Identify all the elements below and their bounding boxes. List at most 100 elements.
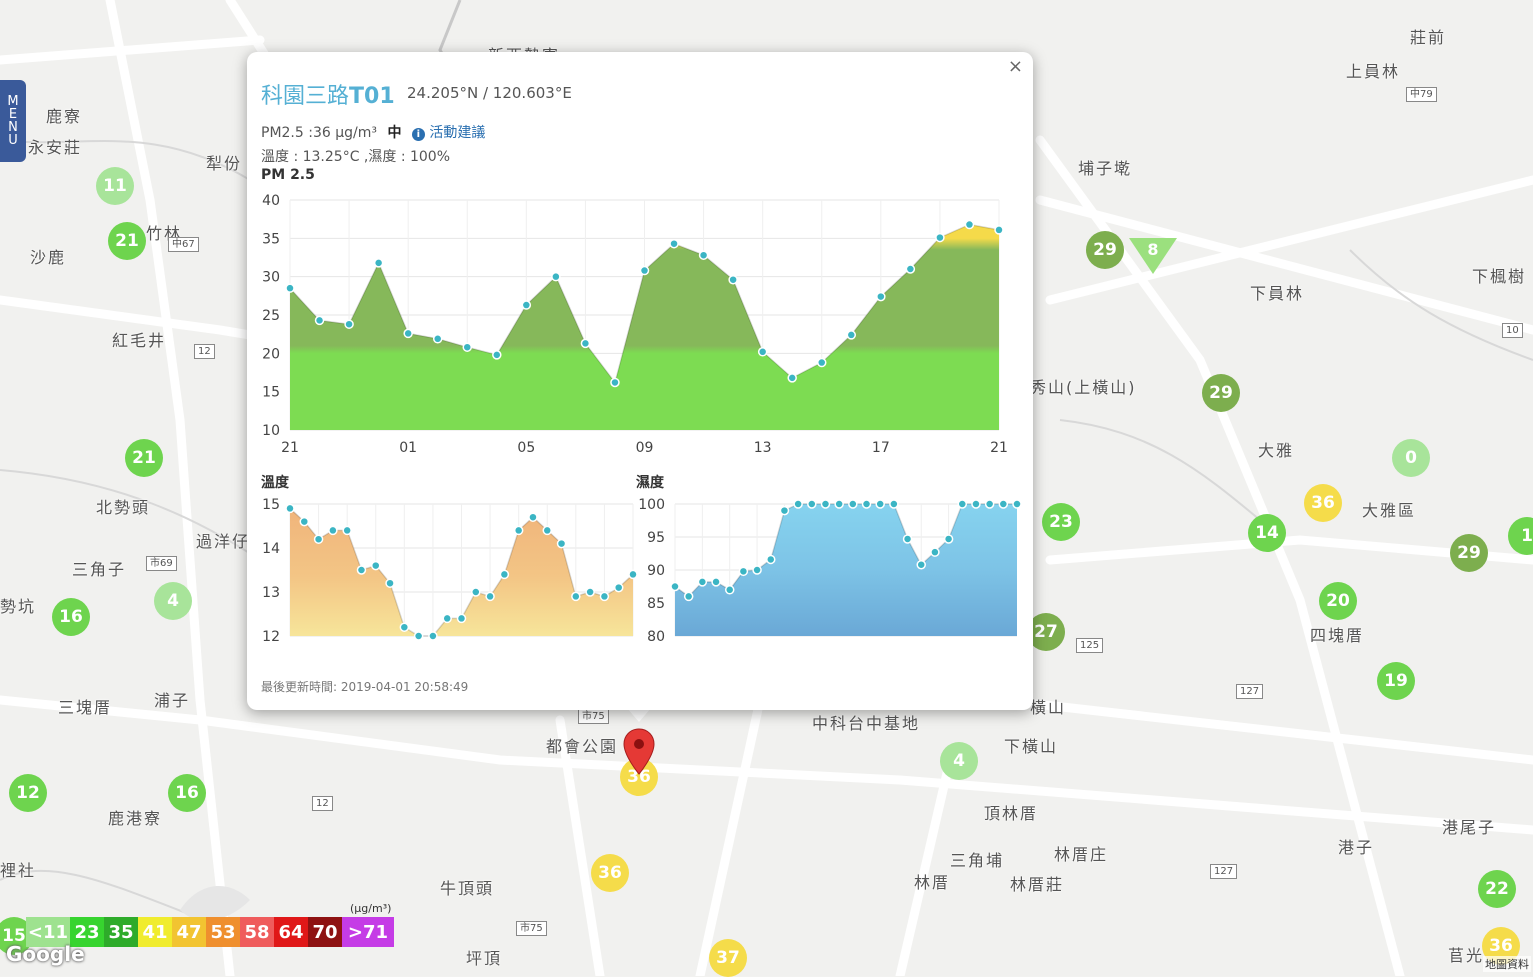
data-point[interactable] xyxy=(499,569,510,580)
data-point[interactable] xyxy=(571,591,581,602)
data-point[interactable] xyxy=(834,499,844,509)
data-point[interactable] xyxy=(285,503,295,514)
data-point[interactable] xyxy=(683,591,694,602)
data-point[interactable] xyxy=(728,274,738,285)
data-point[interactable] xyxy=(542,525,552,536)
data-point[interactable] xyxy=(793,499,803,509)
station-marker[interactable]: 36 xyxy=(591,854,629,892)
data-point[interactable] xyxy=(848,499,858,509)
station-marker[interactable]: 19 xyxy=(1377,662,1415,700)
data-point[interactable] xyxy=(521,300,532,310)
data-point[interactable] xyxy=(399,622,410,632)
data-point[interactable] xyxy=(403,328,413,339)
data-point[interactable] xyxy=(513,525,524,536)
menu-button[interactable]: M E N U xyxy=(0,80,26,162)
data-point[interactable] xyxy=(738,566,749,577)
data-point[interactable] xyxy=(585,587,595,597)
data-point[interactable] xyxy=(876,291,886,302)
data-point[interactable] xyxy=(766,554,776,565)
data-point[interactable] xyxy=(889,499,899,509)
data-point[interactable] xyxy=(413,631,424,641)
data-point[interactable] xyxy=(930,547,940,557)
data-point[interactable] xyxy=(905,264,916,274)
data-point[interactable] xyxy=(456,613,467,624)
data-point[interactable] xyxy=(342,525,352,536)
activity-advice-link[interactable]: i 活動建議 xyxy=(411,125,485,141)
station-triangle-marker[interactable]: 8 xyxy=(1129,238,1177,274)
data-point[interactable] xyxy=(711,577,721,587)
data-point[interactable] xyxy=(820,499,831,509)
data-point[interactable] xyxy=(313,534,324,544)
data-point[interactable] xyxy=(442,613,452,624)
station-marker[interactable]: 29 xyxy=(1202,374,1240,412)
station-marker[interactable]: 11 xyxy=(96,167,134,205)
data-point[interactable] xyxy=(371,560,381,571)
data-point[interactable] xyxy=(846,330,857,340)
data-point[interactable] xyxy=(580,338,591,349)
data-point[interactable] xyxy=(787,373,797,383)
station-marker[interactable]: 23 xyxy=(1042,503,1080,541)
data-point[interactable] xyxy=(462,342,472,352)
station-marker[interactable]: 21 xyxy=(125,439,163,477)
station-marker[interactable]: 21 xyxy=(108,222,146,260)
map-data-credit[interactable]: 地圖資料 xyxy=(1483,956,1531,972)
data-point[interactable] xyxy=(669,238,679,249)
station-marker[interactable]: 4 xyxy=(940,742,978,780)
station-marker[interactable]: 12 xyxy=(9,774,47,812)
data-point[interactable] xyxy=(610,377,620,388)
station-marker[interactable]: 29 xyxy=(1086,231,1124,269)
station-marker[interactable]: 4 xyxy=(154,582,192,620)
data-point[interactable] xyxy=(817,357,827,368)
station-marker[interactable]: 29 xyxy=(1450,534,1488,572)
station-marker[interactable]: 0 xyxy=(1392,439,1430,477)
data-point[interactable] xyxy=(807,499,817,509)
data-point[interactable] xyxy=(957,499,968,509)
data-point[interactable] xyxy=(385,578,395,588)
data-point[interactable] xyxy=(344,319,354,329)
data-point[interactable] xyxy=(670,581,680,592)
data-point[interactable] xyxy=(599,591,610,602)
data-point[interactable] xyxy=(628,569,637,580)
data-point[interactable] xyxy=(902,534,913,544)
data-point[interactable] xyxy=(373,258,384,268)
station-marker[interactable]: 20 xyxy=(1319,582,1357,620)
data-point[interactable] xyxy=(356,565,367,575)
data-point[interactable] xyxy=(485,591,495,602)
data-point[interactable] xyxy=(285,283,295,293)
data-point[interactable] xyxy=(639,265,650,276)
data-point[interactable] xyxy=(299,516,310,527)
data-point[interactable] xyxy=(943,534,954,544)
station-marker[interactable]: 27 xyxy=(1027,613,1065,651)
data-point[interactable] xyxy=(556,538,567,549)
station-marker[interactable]: 22 xyxy=(1478,870,1516,908)
data-point[interactable] xyxy=(528,512,538,522)
station-marker[interactable]: 16 xyxy=(52,598,90,636)
data-point[interactable] xyxy=(697,577,708,587)
data-point[interactable] xyxy=(471,587,481,597)
data-point[interactable] xyxy=(724,585,735,595)
data-point[interactable] xyxy=(432,334,443,344)
data-point[interactable] xyxy=(328,525,338,536)
data-point[interactable] xyxy=(698,250,709,260)
data-point[interactable] xyxy=(757,347,768,357)
data-point[interactable] xyxy=(984,499,995,509)
data-point[interactable] xyxy=(935,232,945,243)
station-marker[interactable]: 14 xyxy=(1248,514,1286,552)
data-point[interactable] xyxy=(492,350,502,360)
data-point[interactable] xyxy=(861,499,872,509)
station-marker[interactable]: 16 xyxy=(168,774,206,812)
data-point[interactable] xyxy=(752,565,762,575)
station-marker[interactable]: 1 xyxy=(1508,517,1533,555)
data-point[interactable] xyxy=(1012,499,1022,509)
data-point[interactable] xyxy=(613,582,624,593)
station-marker[interactable]: 37 xyxy=(709,939,747,977)
data-point[interactable] xyxy=(971,499,981,509)
data-point[interactable] xyxy=(998,499,1009,509)
data-point[interactable] xyxy=(916,559,926,570)
data-point[interactable] xyxy=(314,315,325,326)
data-point[interactable] xyxy=(779,505,790,516)
close-button[interactable]: × xyxy=(1004,54,1027,79)
location-pin-icon[interactable] xyxy=(622,728,656,776)
data-point[interactable] xyxy=(994,225,1004,235)
data-point[interactable] xyxy=(551,271,561,282)
